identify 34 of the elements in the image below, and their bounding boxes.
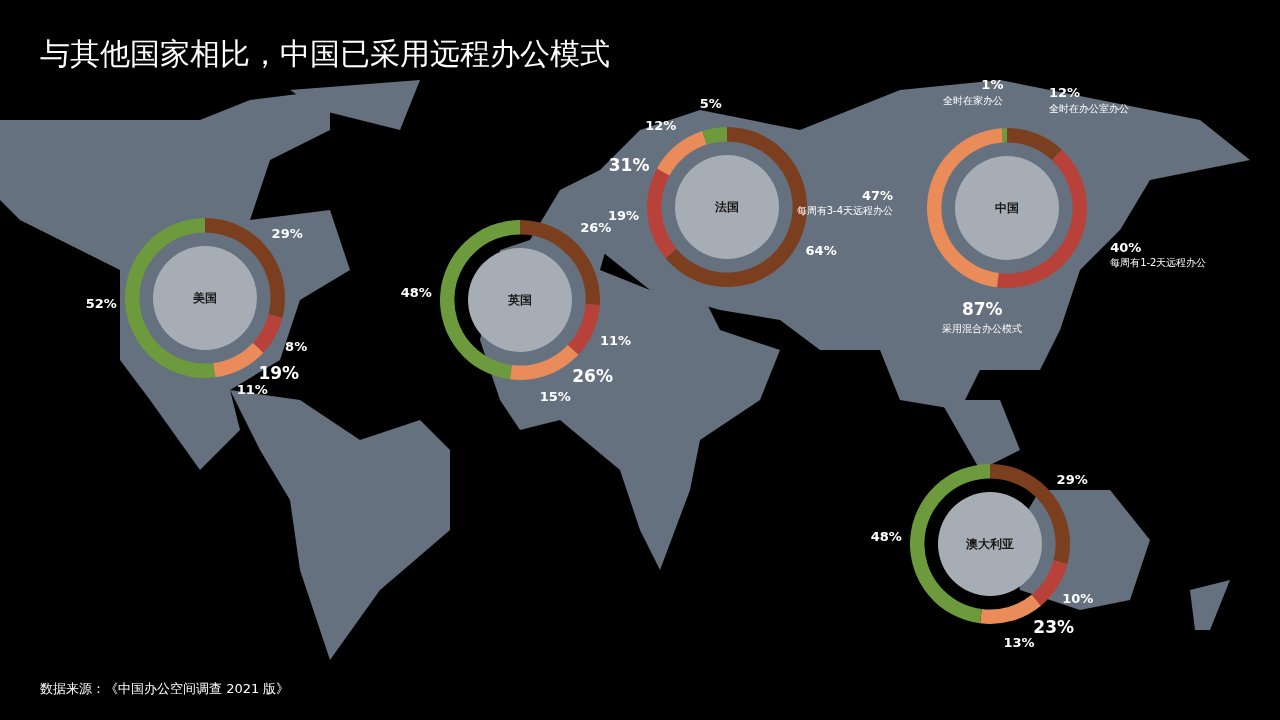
slice-label: 每周有1-2天远程办公 [1110,257,1207,269]
data-label: 5% [699,95,722,111]
slice-label: 全时在办公室办公 [1048,102,1129,114]
data-label: 8% [285,339,308,355]
data-label: 29% [1056,471,1088,487]
text: 美国 [192,290,218,306]
text: 87% [961,299,1003,320]
slice-label: 全时在家办公 [943,94,1004,106]
text: 英国 [507,292,533,308]
text: 中国 [994,200,1020,216]
data-label: 1% [981,77,1004,93]
data-label: 29% [271,225,303,241]
text: 23% [1033,617,1074,638]
data-label: 11% [236,382,268,398]
text: 26% [572,365,613,386]
text: 法国 [714,199,740,215]
source-note: 数据来源：《中国办公空间调查 2021 版》 [40,680,290,698]
data-label: 47% [861,187,894,203]
slice-label: 每周有3-4天远程办公 [796,205,894,217]
text: 澳大利亚 [965,536,1015,552]
text: 31% [608,154,650,175]
text: 19% [258,362,300,383]
data-label: 64% [805,242,837,258]
data-label: 40% [1110,239,1142,255]
data-label: 48% [400,284,432,300]
data-label: 48% [870,528,902,544]
data-label: 10% [1062,591,1094,607]
text: 与其他国家相比，中国已采用远程办公模式 [40,35,610,73]
data-label: 13% [1003,635,1035,651]
data-label: 52% [85,295,117,311]
data-label: 15% [539,389,571,405]
data-label: 11% [599,332,632,348]
text: 采用混合办公模式 [942,322,1023,334]
data-label: 12% [645,118,677,134]
